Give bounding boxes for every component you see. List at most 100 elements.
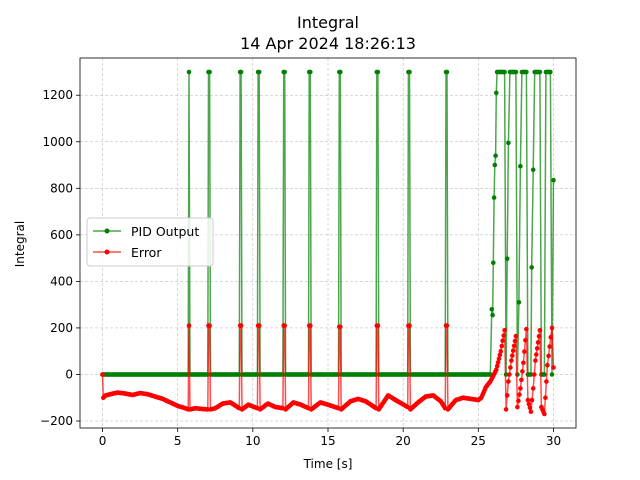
data-point-pid-output [490,312,495,318]
data-point-error [530,386,536,391]
data-point-error [511,343,517,349]
data-point-error [549,325,555,331]
series-markers-error [100,323,556,417]
data-point-pid-output [238,69,244,75]
data-point-pid-output [444,69,450,75]
data-point-error [534,346,540,351]
data-point-error [508,365,513,370]
legend: PID Output Error [86,217,214,267]
data-point-error [504,393,510,398]
data-point-error [515,404,520,410]
data-point-error [551,365,556,370]
data-point-error [494,367,499,373]
data-point-error [502,328,507,333]
data-point-error [503,407,509,412]
data-point-pid-output [256,69,262,75]
data-point-pid-output [551,177,556,183]
series-markers-pid-output [100,69,556,377]
data-point-pid-output [549,372,555,377]
data-point-pid-output [516,300,522,305]
data-point-pid-output [489,307,495,312]
y-tick-label: 200 [50,321,73,335]
x-axis-label: Time [s] [303,457,353,471]
data-point-pid-output [506,140,511,146]
data-point-error [544,379,549,384]
x-tick-label: 30 [546,434,561,448]
data-point-pid-output [375,69,381,75]
data-point-error [536,334,542,339]
legend-box [86,217,214,267]
data-point-error [548,334,554,340]
data-point-error [527,405,533,411]
data-point-pid-output [504,256,510,262]
data-point-error [407,323,412,328]
series-layer [100,69,556,417]
data-point-error [375,323,381,328]
data-point-error [100,372,105,377]
data-point-pid-output [407,69,412,75]
data-point-pid-output [308,69,313,75]
y-tick-label: 1000 [42,135,73,149]
data-point-error [186,323,192,328]
data-point-error [510,353,515,358]
data-point-error [506,379,511,384]
x-tick-label: 10 [245,434,260,448]
data-point-error [256,323,262,328]
data-point-pid-output [502,69,507,75]
x-tick-label: 0 [99,434,107,448]
data-point-pid-output [548,69,553,75]
data-point-error [537,328,543,333]
y-tick-label: 600 [50,228,73,242]
data-point-error [533,358,538,363]
x-tick-label: 20 [396,434,411,448]
data-point-error [543,395,548,401]
data-point-pid-output [518,163,523,169]
data-point-error [207,323,212,328]
x-tick-label: 15 [320,434,335,448]
legend-marker-error [104,249,110,255]
data-point-pid-output [524,69,529,75]
data-point-pid-output [338,69,343,75]
y-tick-label: 800 [50,181,73,195]
data-point-error [495,360,501,365]
data-point-error [494,363,500,369]
data-point-pid-output [513,69,519,75]
chart-title: Integral [297,13,359,32]
data-point-error [528,409,534,415]
data-point-pid-output [530,167,536,172]
data-point-pid-output [537,69,543,75]
data-point-error [512,338,518,344]
data-point-error [510,348,516,354]
data-point-pid-output [529,265,534,270]
y-tick-label: 0 [65,367,73,381]
data-point-error [535,340,541,345]
chart-subtitle: 14 Apr 2024 18:26:13 [240,34,416,53]
data-point-error [523,338,528,343]
data-point-error [497,352,503,358]
data-point-error [546,353,551,359]
data-point-pid-output [542,372,547,377]
data-point-error [524,326,529,332]
data-point-pid-output [282,69,288,75]
data-point-error [534,352,539,357]
y-tick-label: −200 [40,414,73,428]
data-point-error [521,360,526,366]
data-point-error [238,323,244,328]
data-point-error [545,362,550,368]
y-axis-ticks: −200 0 200 400 600 800 1000 1200 [40,88,80,428]
data-point-error [338,324,343,330]
y-tick-label: 1200 [42,88,73,102]
legend-marker-pid-output [104,228,110,234]
data-point-pid-output [492,162,498,168]
data-point-pid-output [186,69,192,75]
data-point-error [516,398,521,404]
data-point-pid-output [494,90,499,96]
legend-label-pid-output: PID Output [131,224,199,239]
data-point-error [542,411,547,417]
data-point-error [500,338,506,344]
data-point-error [499,343,505,349]
data-point-error [517,392,522,397]
x-tick-label: 5 [174,434,182,448]
data-point-error [519,377,524,383]
